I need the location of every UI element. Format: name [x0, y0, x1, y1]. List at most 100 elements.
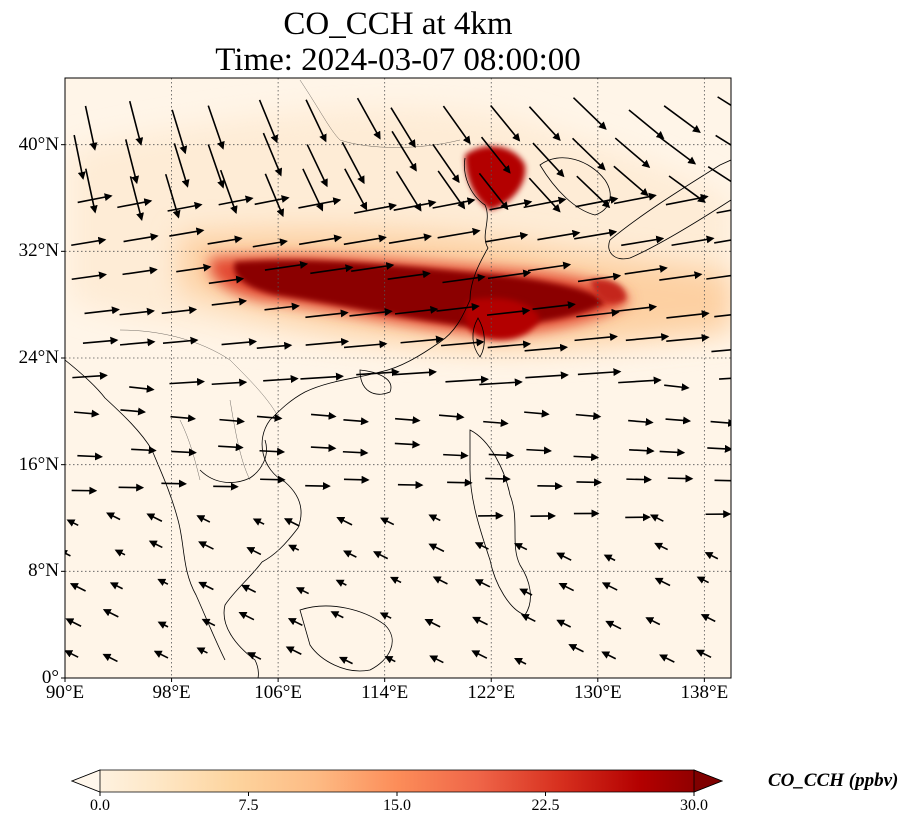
wind-arrow: [487, 269, 532, 280]
wind-arrow: [480, 136, 511, 174]
wind-arrow: [471, 650, 488, 659]
wind-arrow: [124, 139, 140, 185]
wind-arrow: [169, 377, 206, 386]
wind-arrow: [711, 349, 731, 353]
wind-arrow: [625, 333, 670, 342]
wind-arrow: [432, 143, 460, 184]
wind-arrow: [704, 552, 719, 560]
wind-arrow: [472, 616, 488, 626]
wind-arrow: [287, 618, 303, 627]
wind-arrow: [84, 105, 98, 151]
wind-arrow: [161, 306, 198, 315]
wind-arrow: [146, 513, 163, 522]
wind-arrow: [65, 618, 82, 627]
wind-arrow: [295, 587, 310, 595]
wind-arrow: [576, 175, 611, 209]
wind-arrow: [614, 137, 651, 168]
wind-arrow: [207, 235, 243, 245]
wind-arrow: [241, 584, 257, 593]
border-mongolia-china: [299, 79, 461, 148]
co-concentration-field: [70, 107, 731, 351]
wind-arrow: [485, 231, 529, 243]
wind-arrow: [148, 540, 163, 549]
wind-arrow: [390, 107, 416, 149]
wind-arrow: [164, 173, 181, 219]
wind-arrow: [576, 308, 620, 318]
wind-arrow: [283, 518, 300, 527]
wind-arrow: [211, 297, 248, 306]
wind-arrow: [128, 100, 144, 146]
lon-tick-label: 98°E: [152, 682, 191, 703]
map-title: CO_CCH at 4km: [283, 6, 513, 42]
wind-arrow: [66, 519, 79, 527]
wind-arrow: [171, 109, 188, 155]
colorbar: [70, 769, 724, 793]
wind-arrow: [442, 105, 471, 145]
wind-arrow: [479, 378, 523, 387]
wind-arrow: [300, 372, 344, 381]
wind-arrow: [246, 547, 262, 556]
wind-arrow: [526, 446, 552, 455]
lon-tick-label: 138°E: [680, 682, 729, 703]
wind-arrow: [717, 96, 731, 107]
colorbar-ticks: [99, 792, 695, 796]
wind-arrow: [659, 271, 703, 281]
wind-arrow: [558, 582, 575, 592]
map-frame: [64, 77, 732, 679]
wind-arrow: [264, 173, 285, 218]
field-plume-north-lobe: [465, 146, 526, 210]
colorbar-tick-label: 0.0: [90, 797, 110, 814]
wind-arrow: [483, 419, 509, 427]
wind-arrow: [221, 338, 258, 347]
wind-arrow: [252, 518, 265, 526]
wind-arrow: [356, 97, 381, 140]
wind-arrow: [576, 478, 603, 487]
wind-arrow: [201, 618, 216, 627]
wind-arrow: [372, 551, 389, 560]
wind-arrow: [153, 650, 169, 659]
wind-arrow: [262, 132, 283, 177]
wind-arrow: [618, 376, 662, 385]
wind-arrow: [256, 413, 283, 422]
wind-arrow: [119, 338, 156, 347]
lon-tick-label: 130°E: [573, 682, 622, 703]
wind-arrow: [73, 409, 100, 418]
wind-arrow: [65, 650, 79, 658]
wind-arrow: [429, 655, 444, 664]
wind-arrow: [601, 651, 617, 660]
colorbar-label: CO_CCH (ppbv): [768, 770, 899, 791]
wind-arrow: [447, 478, 473, 487]
wind-arrow: [380, 517, 395, 526]
wind-arrow: [649, 514, 664, 522]
wind-arrow: [513, 657, 527, 666]
wind-arrow: [129, 384, 155, 393]
wind-arrow: [432, 197, 476, 209]
wind-arrow: [341, 141, 365, 185]
wind-arrow: [624, 264, 668, 275]
wind-arrow: [207, 144, 225, 189]
wind-arrow: [343, 340, 388, 349]
wind-arrow: [715, 134, 731, 147]
wind-arrow: [575, 412, 602, 421]
lon-tick-label: 122°E: [467, 682, 516, 703]
wind-arrow: [218, 443, 244, 452]
wind-arrow: [310, 443, 337, 452]
wind-arrow: [574, 333, 618, 342]
wind-arrow: [343, 417, 369, 426]
wind-arrow: [696, 576, 709, 584]
colorbar-tick-label: 22.5: [531, 797, 560, 814]
wind-arrow: [305, 337, 350, 346]
colorbar-tick-label: 30.0: [680, 797, 708, 814]
lat-tick-label: 8°N: [28, 560, 59, 582]
wind-arrow: [302, 168, 324, 212]
wind-arrow: [666, 333, 710, 342]
lat-tick-label: 24°N: [18, 347, 59, 368]
coastline-bay-of-bengal: [65, 359, 226, 661]
wind-arrow: [436, 302, 480, 312]
wind-arrow: [247, 652, 262, 660]
wind-arrow: [394, 440, 421, 449]
wind-arrow: [310, 411, 337, 420]
wind-arrow: [666, 310, 710, 319]
wind-arrow: [668, 175, 706, 203]
wind-arrow: [207, 105, 225, 150]
